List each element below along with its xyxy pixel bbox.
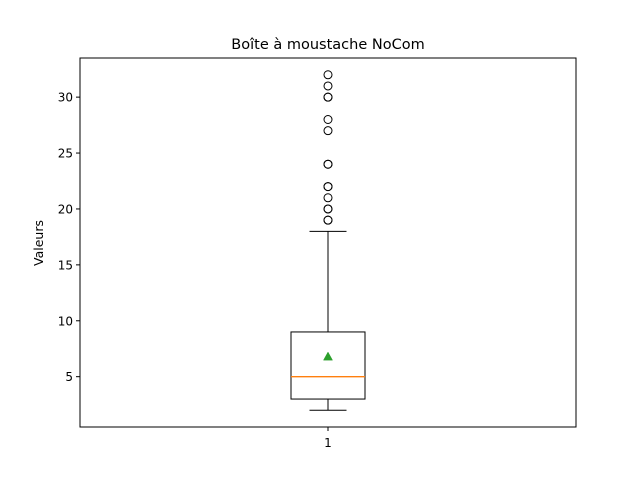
outlier-point bbox=[323, 70, 333, 80]
y-tick-label: 30 bbox=[58, 91, 73, 105]
y-axis-label: Valeurs bbox=[31, 220, 46, 266]
outlier-point bbox=[323, 159, 333, 169]
outlier-point bbox=[323, 92, 333, 102]
y-tick-label: 5 bbox=[65, 370, 73, 384]
y-tick-label: 25 bbox=[58, 147, 73, 161]
outlier-point bbox=[323, 193, 333, 203]
y-tick-label: 20 bbox=[58, 202, 73, 216]
chart-title: Boîte à moustache NoCom bbox=[231, 37, 424, 53]
x-axis-ticks: 1 bbox=[324, 427, 332, 450]
outlier-point bbox=[323, 115, 333, 124]
x-tick-label: 1 bbox=[324, 436, 332, 450]
box-plot-series bbox=[290, 70, 366, 411]
outlier-point bbox=[323, 126, 333, 136]
mean-marker bbox=[323, 351, 333, 361]
outlier-point bbox=[323, 215, 333, 225]
outlier-point bbox=[323, 204, 333, 214]
outlier-point bbox=[323, 81, 333, 91]
y-tick-label: 10 bbox=[58, 314, 73, 328]
iqr-box bbox=[290, 331, 366, 400]
y-tick-label: 15 bbox=[58, 258, 73, 272]
outlier-point bbox=[323, 182, 333, 192]
y-axis-ticks: 5 10 15 20 25 30 bbox=[58, 91, 80, 384]
